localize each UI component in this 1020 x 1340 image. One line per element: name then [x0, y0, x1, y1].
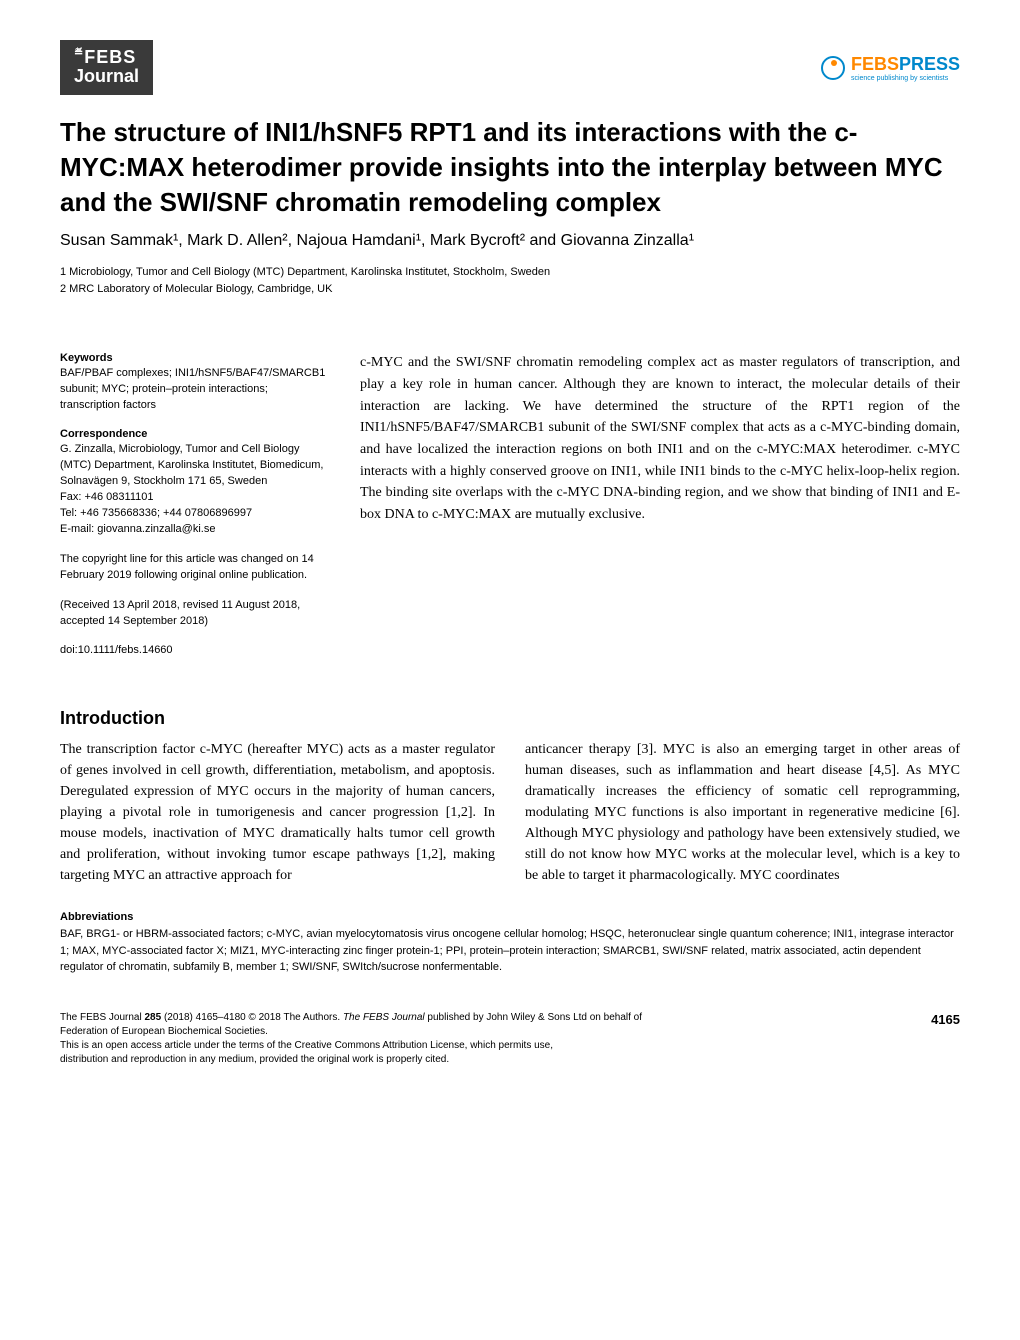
press-tagline: science publishing by scientists	[851, 75, 960, 82]
logo-journal: Journal	[74, 66, 139, 87]
febs-journal-logo: ≝FEBS Journal	[60, 40, 153, 95]
correspondence-fax: Fax: +46 08311101	[60, 490, 330, 506]
copyright-note: The copyright line for this article was …	[60, 552, 330, 584]
correspondence-email: E-mail: giovanna.zinzalla@ki.se	[60, 522, 330, 538]
correspondence-text: G. Zinzalla, Microbiology, Tumor and Cel…	[60, 442, 330, 490]
sidebar: Keywords BAF/PBAF complexes; INI1/hSNF5/…	[60, 352, 330, 673]
logo-prefix: ≝	[74, 47, 84, 59]
correspondence-heading: Correspondence	[60, 428, 330, 440]
article-dates: (Received 13 April 2018, revised 11 Augu…	[60, 598, 330, 630]
abstract-column: c-MYC and the SWI/SNF chromatin remodeli…	[360, 352, 960, 673]
footer-line2: Federation of European Biochemical Socie…	[60, 1025, 911, 1039]
logo-febs: FEBS	[84, 47, 136, 67]
keywords-text: BAF/PBAF complexes; INI1/hSNF5/BAF47/SMA…	[60, 366, 330, 414]
introduction-body: The transcription factor c-MYC (hereafte…	[60, 739, 960, 886]
intro-col-2: anticancer therapy [3]. MYC is also an e…	[525, 739, 960, 886]
febs-press-text: FEBSPRESS science publishing by scientis…	[851, 54, 960, 82]
keywords-heading: Keywords	[60, 352, 330, 364]
affiliation-2: 2 MRC Laboratory of Molecular Biology, C…	[60, 281, 960, 298]
introduction-heading: Introduction	[60, 708, 960, 729]
press-febs: FEBS	[851, 54, 899, 74]
doi: doi:10.1111/febs.14660	[60, 643, 330, 659]
abbreviations-content: BAF, BRG1- or HBRM-associated factors; c…	[60, 926, 960, 976]
abstract-text: c-MYC and the SWI/SNF chromatin remodeli…	[360, 352, 960, 526]
correspondence-tel: Tel: +46 735668336; +44 07806896997	[60, 506, 330, 522]
febs-press-icon	[821, 56, 845, 80]
footer-prefix: The FEBS Journal	[60, 1012, 144, 1023]
footer-line3: This is an open access article under the…	[60, 1039, 911, 1053]
authors: Susan Sammak¹, Mark D. Allen², Najoua Ha…	[60, 232, 960, 250]
affiliation-1: 1 Microbiology, Tumor and Cell Biology (…	[60, 264, 960, 281]
affiliations: 1 Microbiology, Tumor and Cell Biology (…	[60, 264, 960, 297]
footer: The FEBS Journal 285 (2018) 4165–4180 © …	[60, 1011, 960, 1067]
page-number: 4165	[931, 1011, 960, 1029]
febs-press-logo: FEBSPRESS science publishing by scientis…	[821, 54, 960, 82]
footer-citation: The FEBS Journal 285 (2018) 4165–4180 © …	[60, 1011, 911, 1067]
footer-vol: 285	[144, 1012, 161, 1023]
intro-col-1: The transcription factor c-MYC (hereafte…	[60, 739, 495, 886]
footer-line4: distribution and reproduction in any med…	[60, 1053, 911, 1067]
footer-mid: (2018) 4165–4180 © 2018 The Authors.	[161, 1012, 343, 1023]
header-logos: ≝FEBS Journal FEBSPRESS science publishi…	[60, 40, 960, 95]
abbreviations-heading: Abbreviations	[60, 911, 960, 923]
footer-journal: The FEBS Journal	[343, 1012, 425, 1023]
press-word: PRESS	[899, 54, 960, 74]
abstract-region: Keywords BAF/PBAF complexes; INI1/hSNF5/…	[60, 352, 960, 673]
article-title: The structure of INI1/hSNF5 RPT1 and its…	[60, 115, 960, 220]
footer-suffix: published by John Wiley & Sons Ltd on be…	[425, 1012, 642, 1023]
abbreviations-section: Abbreviations BAF, BRG1- or HBRM-associa…	[60, 911, 960, 976]
